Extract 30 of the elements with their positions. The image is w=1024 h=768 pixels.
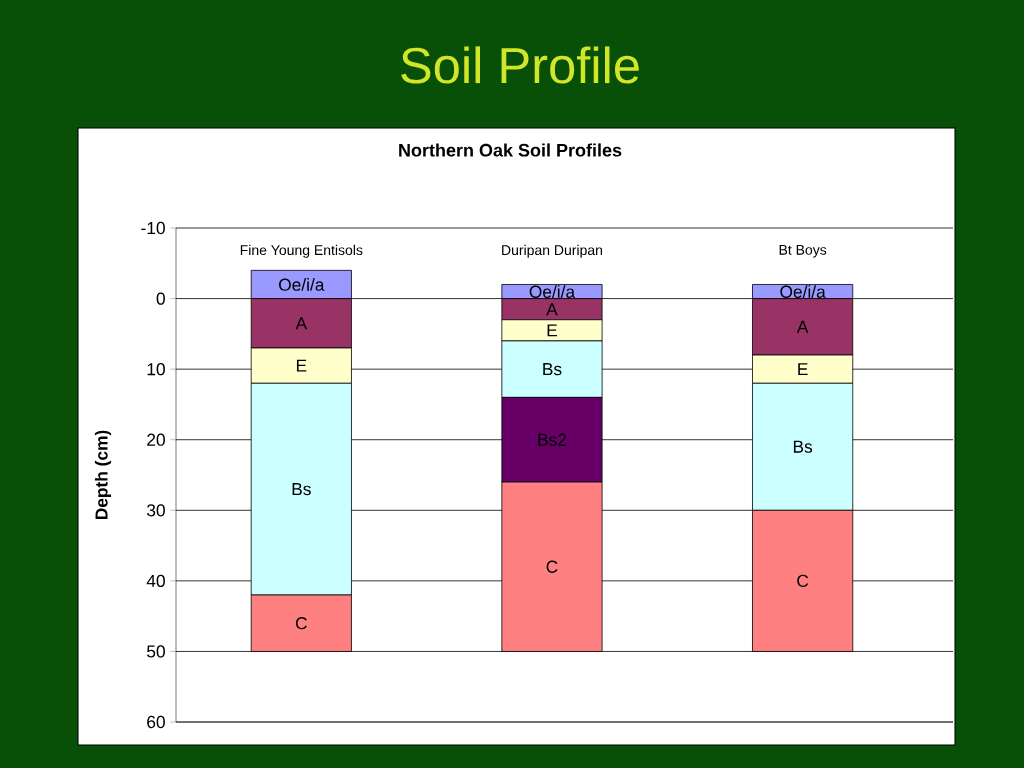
series-label: C	[295, 617, 307, 630]
text: E	[296, 359, 307, 372]
text: Bs	[793, 440, 813, 453]
y-tick-label: -10	[141, 221, 165, 235]
text: A	[295, 317, 308, 330]
y-tick-label: 20	[147, 433, 165, 446]
series-label: E	[547, 324, 557, 337]
text: C	[797, 574, 809, 588]
y-tick-label: 10	[147, 363, 165, 376]
text: Oe/i/a	[279, 278, 325, 291]
chart-subtitle: Northern Oak Soil Profiles	[399, 143, 622, 157]
series-label: Bs2	[538, 433, 567, 446]
series-label: Oe/i/a	[529, 285, 576, 298]
y-tick-label: 0	[156, 292, 165, 305]
x-tick-label: Fine Young Entisols	[240, 244, 363, 258]
text: C	[546, 560, 558, 573]
text: Bs	[292, 483, 311, 496]
x-tick-label: Duripan Duripan	[502, 244, 602, 258]
y-tick-label: 50	[147, 645, 165, 658]
y-tick-label: 30	[146, 504, 165, 517]
x-tick-label: Bt Boys	[779, 245, 827, 258]
y-tick-label: 40	[146, 574, 165, 588]
text: E	[798, 363, 808, 376]
y-axis-title: Depth (cm)	[94, 430, 112, 520]
text: A	[796, 320, 809, 333]
chart-title: Soil Profile	[401, 46, 639, 84]
text: Oe/i/a	[780, 285, 826, 298]
series-label: A	[546, 303, 558, 316]
y-tick-label: 60	[147, 715, 165, 729]
series-label: Bs	[543, 363, 562, 376]
